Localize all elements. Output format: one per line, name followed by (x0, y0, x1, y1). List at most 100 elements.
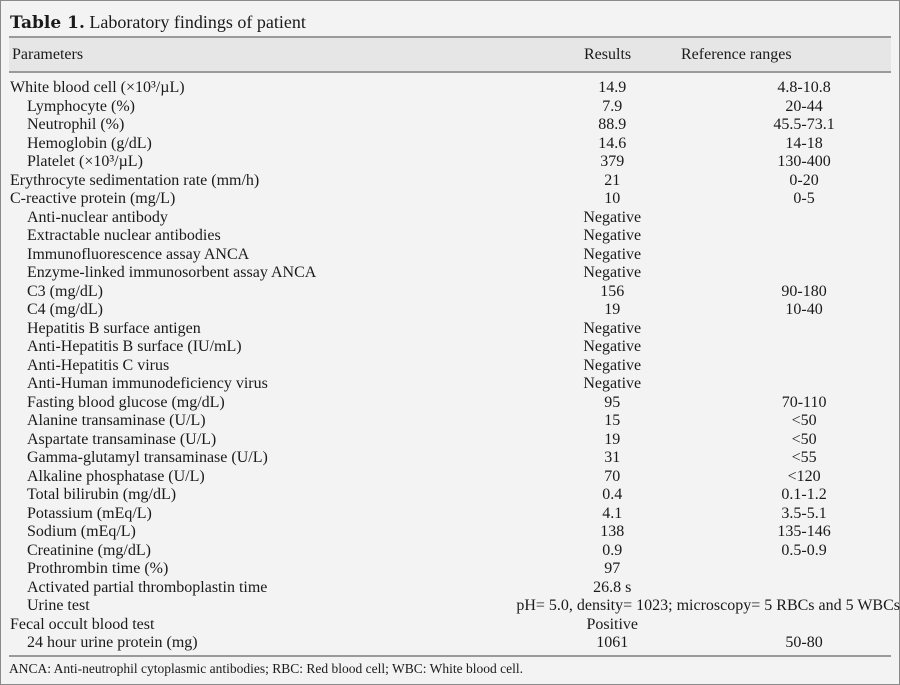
reference-cell: <120 (787, 467, 821, 485)
parameter-cell: Hemoglobin (g/dL) (27, 134, 152, 152)
result-cell: Negative (583, 319, 642, 337)
header-parameters: Parameters (12, 46, 84, 63)
table-row: Alkaline phosphatase (U/L) 70 <120 (0, 468, 900, 487)
parameter-cell: Erythrocyte sedimentation rate (mm/h) (10, 171, 260, 189)
parameter-cell: Alanine transaminase (U/L) (27, 412, 206, 430)
result-cell: 1061 (596, 634, 629, 652)
reference-cell (708, 579, 900, 598)
table-title: Table 1. Laboratory findings of patient (10, 10, 306, 35)
table-row: Activated partial thromboplastin time 26.… (0, 579, 900, 598)
result-cell: 97 (604, 560, 621, 578)
reference-cell: 70-110 (781, 393, 827, 411)
table-row: Urine test pH= 5.0, density= 1023; micros… (0, 597, 900, 616)
table-row: Extractable nuclear antibodies Negative (0, 227, 900, 246)
header-results: Results (584, 46, 632, 63)
reference-cell (708, 246, 900, 265)
parameter-cell: C-reactive protein (mg/L) (10, 190, 176, 208)
table-row: Anti-nuclear antibody Negative (0, 209, 900, 228)
result-cell: 379 (600, 153, 625, 171)
result-cell: 7.9 (602, 97, 623, 115)
table-row: Prothrombin time (%) 97 (0, 560, 900, 579)
parameter-cell: Aspartate transaminase (U/L) (27, 430, 217, 448)
reference-cell: 0-20 (789, 171, 819, 189)
result-cell: Negative (583, 375, 642, 393)
reference-cell: 45.5-73.1 (773, 116, 835, 134)
lab-table: White blood cell (×10³/µL) 14.9 4.8-10.8 Ly… (0, 79, 900, 653)
table-row: Creatinine (mg/dL) 0.9 0.5-0.9 (0, 542, 900, 561)
reference-cell: 20-44 (785, 97, 823, 115)
result-cell: 21 (604, 171, 621, 189)
result-cell: 19 (604, 301, 621, 319)
table-row: Gamma-glutamyl transaminase (U/L) 31 <55 (0, 449, 900, 468)
parameter-cell: Enzyme-linked immunosorbent assay ANCA (27, 264, 317, 282)
parameter-cell: Creatinine (mg/dL) (27, 541, 151, 559)
result-cell: Positive (586, 615, 639, 633)
parameter-cell: C3 (mg/dL) (27, 282, 103, 300)
result-cell: pH= 5.0, density= 1023; microscopy= 5 RB… (516, 597, 900, 615)
result-cell: Negative (583, 338, 642, 356)
table-row: Alanine transaminase (U/L) 15 <50 (0, 412, 900, 431)
reference-cell: 3.5-5.1 (781, 504, 827, 522)
table-row: Lymphocyte (%) 7.9 20-44 (0, 98, 900, 117)
parameter-cell: White blood cell (×10³/µL) (10, 79, 185, 97)
reference-cell: <50 (791, 412, 817, 430)
table-row: Anti-Human immunodeficiency virus Negativ… (0, 375, 900, 394)
table-row: Fasting blood glucose (mg/dL) 95 70-110 (0, 394, 900, 413)
table-row: Erythrocyte sedimentation rate (mm/h) 21 0… (0, 172, 900, 191)
table-row: C3 (mg/dL) 156 90-180 (0, 283, 900, 302)
result-cell: Negative (583, 245, 642, 263)
parameter-cell: Platelet (×10³/µL) (27, 153, 143, 171)
result-cell: 95 (604, 393, 621, 411)
result-cell: 26.8 s (593, 578, 632, 596)
reference-cell (708, 264, 900, 283)
reference-cell: 50-80 (785, 634, 823, 652)
table-row: Neutrophil (%) 88.9 45.5-73.1 (0, 116, 900, 135)
parameter-cell: 24 hour urine protein (mg) (27, 634, 198, 652)
table-row: Enzyme-linked immunosorbent assay ANCA Ne… (0, 264, 900, 283)
reference-cell: <55 (791, 449, 817, 467)
parameter-cell: Anti-nuclear antibody (27, 208, 168, 226)
parameter-cell: Activated partial thromboplastin time (27, 578, 268, 596)
reference-cell: 135-146 (777, 523, 831, 541)
result-cell: Negative (583, 264, 642, 282)
footer-divider (9, 655, 891, 657)
reference-cell (708, 616, 900, 635)
reference-cell (708, 320, 900, 339)
parameter-cell: Gamma-glutamyl transaminase (U/L) (27, 449, 268, 467)
reference-cell (708, 338, 900, 357)
table-row: Potassium (mEq/L) 4.1 3.5-5.1 (0, 505, 900, 524)
table-row: 24 hour urine protein (mg) 1061 50-80 (0, 634, 900, 653)
reference-cell (708, 375, 900, 394)
table-row: Fecal occult blood test Positive (0, 616, 900, 635)
result-cell: Negative (583, 227, 642, 245)
reference-cell: 0.1-1.2 (781, 486, 827, 504)
reference-cell (708, 357, 900, 376)
result-cell: 138 (600, 523, 625, 541)
parameter-cell: Lymphocyte (%) (27, 97, 135, 115)
reference-cell: 90-180 (781, 282, 827, 300)
table-row: Anti-Hepatitis B surface (IU/mL) Negative (0, 338, 900, 357)
parameter-cell: Neutrophil (%) (27, 116, 125, 134)
header-reference: Reference ranges (681, 46, 792, 63)
result-cell: 15 (604, 412, 621, 430)
result-cell: Negative (583, 356, 642, 374)
reference-cell (708, 227, 900, 246)
result-cell: 31 (604, 449, 621, 467)
parameter-cell: Alkaline phosphatase (U/L) (27, 467, 205, 485)
parameter-cell: Extractable nuclear antibodies (27, 227, 221, 245)
result-cell: 10 (604, 190, 621, 208)
table-row: Sodium (mEq/L) 138 135-146 (0, 523, 900, 542)
result-cell: 0.9 (602, 541, 623, 559)
parameter-cell: Fecal occult blood test (10, 615, 155, 633)
reference-cell: <50 (791, 430, 817, 448)
reference-cell: 14-18 (785, 134, 823, 152)
reference-cell: 4.8-10.8 (777, 79, 831, 97)
parameter-cell: Immunofluorescence assay ANCA (27, 245, 250, 263)
table-row: Total bilirubin (mg/dL) 0.4 0.1-1.2 (0, 486, 900, 505)
table-caption: Laboratory findings of patient (89, 12, 306, 32)
result-cell: 156 (600, 282, 625, 300)
table-row: Anti-Hepatitis C virus Negative (0, 357, 900, 376)
result-cell: Negative (583, 208, 642, 226)
result-cell: 14.6 (598, 134, 627, 152)
parameter-cell: Total bilirubin (mg/dL) (27, 486, 177, 504)
